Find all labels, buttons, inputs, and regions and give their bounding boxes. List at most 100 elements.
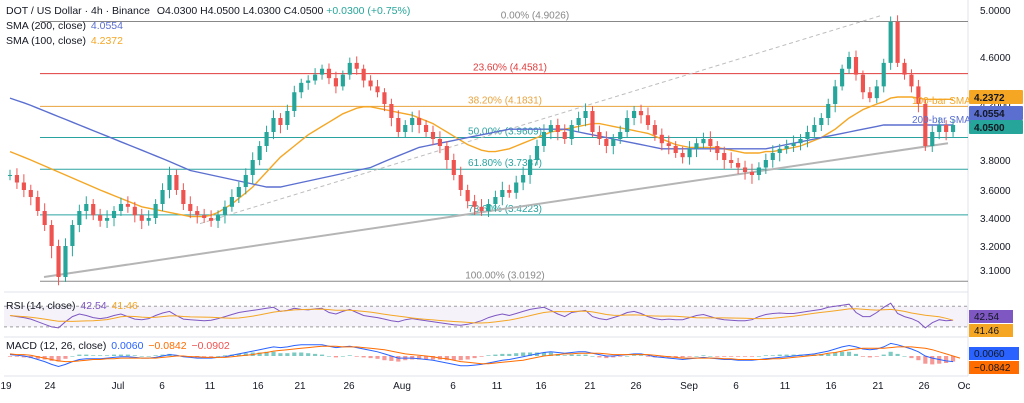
macd-histogram-bar <box>56 356 61 362</box>
macd-histogram-bar <box>521 352 526 356</box>
x-tick-label: 11 <box>492 381 503 392</box>
candle-body <box>937 125 942 132</box>
macd-histogram-bar <box>63 356 68 359</box>
candle-body <box>479 206 484 211</box>
fib-level-label: 100.00% (3.0192) <box>465 270 545 281</box>
candle-body <box>340 74 345 87</box>
candle-body <box>382 92 387 104</box>
macd-histogram-bar <box>895 353 900 356</box>
macd-histogram-bar <box>659 356 664 358</box>
macd-value: 0.0060 <box>111 340 144 352</box>
x-tick-label: 19 <box>0 381 12 392</box>
macd-histogram-bar <box>791 354 796 356</box>
channel-trendline <box>199 15 881 225</box>
macd-histogram-bar <box>722 356 727 357</box>
sma200-legend: SMA (200, close) 4.0554 <box>6 20 123 33</box>
candle-body <box>181 190 186 204</box>
candle-body <box>264 132 269 146</box>
candle-body <box>70 225 75 246</box>
macd-histogram-bar <box>271 351 276 356</box>
candle-body <box>63 246 68 277</box>
macd-histogram-bar <box>673 356 678 358</box>
y-tick-label: 3.8000 <box>980 156 1011 167</box>
candle-body <box>292 92 297 111</box>
fib-level-label: 50.00% (3.9609) <box>468 126 542 137</box>
macd-histogram-bar <box>590 356 595 357</box>
macd-histogram-bar <box>715 356 720 357</box>
candle-body <box>569 125 574 139</box>
y-tick-label: 4.2000 <box>980 100 1011 111</box>
candle-body <box>174 175 179 190</box>
x-tick-label: Sep <box>680 381 698 392</box>
price-tag-label: 4.2372 <box>974 93 1005 104</box>
macd-histogram-bar <box>826 353 831 356</box>
macd-histogram-bar <box>569 354 574 356</box>
macd-histogram-bar <box>583 354 588 356</box>
candle-body <box>125 204 130 207</box>
candle-body <box>736 163 741 168</box>
macd-histogram-bar <box>132 355 137 356</box>
candle-body <box>673 146 678 153</box>
candle-body <box>860 74 865 93</box>
macd-histogram-bar <box>98 355 103 356</box>
candle-body <box>950 125 956 132</box>
macd-histogram-bar <box>902 356 907 357</box>
candle-body <box>347 62 352 75</box>
candle-body <box>923 104 928 146</box>
candle-body <box>791 143 796 146</box>
macd-histogram-bar <box>209 356 214 357</box>
macd-histogram-bar <box>382 356 387 361</box>
macd-histogram-bar <box>111 354 117 356</box>
candle-body <box>493 197 498 204</box>
rsi-line <box>9 302 954 329</box>
candle-body <box>403 125 408 132</box>
fib-level-label: 38.20% (4.1831) <box>468 95 542 106</box>
candle-body <box>35 197 40 211</box>
candle-body <box>930 132 935 146</box>
macd-histogram-bar <box>860 356 865 357</box>
macd-histogram-bar <box>756 356 761 357</box>
ohlc-low: L4.0300 <box>242 5 281 17</box>
macd-histogram-bar <box>423 356 429 360</box>
candle-body <box>805 132 810 139</box>
candle-body <box>167 175 172 190</box>
x-tick-label: 21 <box>872 381 884 392</box>
candle-body <box>105 218 110 221</box>
macd-histogram-bar <box>597 356 602 358</box>
macd-legend: MACD (12, 26, close) 0.0060 −0.0842 −0.0… <box>6 340 230 353</box>
macd-histogram-bar <box>417 356 422 360</box>
macd-histogram-bar <box>742 356 748 357</box>
macd-histogram-bar <box>333 356 338 358</box>
candle-body <box>465 190 470 202</box>
macd-histogram-bar <box>472 356 477 359</box>
candle-body <box>618 132 623 139</box>
macd-histogram-bar <box>645 356 651 357</box>
candle-body <box>118 204 124 211</box>
ohlc-open: O4.0300 <box>156 5 198 17</box>
candle-body <box>652 125 657 135</box>
macd-label: MACD (12, 26, close) <box>6 340 107 352</box>
candle-body <box>742 167 748 172</box>
macd-histogram-bar <box>257 352 262 356</box>
macd-histogram-bar <box>625 356 630 357</box>
macd-histogram-bar <box>458 356 463 361</box>
macd-histogram-bar <box>680 356 685 358</box>
macd-histogram-bar <box>527 352 533 356</box>
symbol-legend: DOT / US Dollar · 4h · Binance O4.0300 H… <box>6 5 410 18</box>
price-tag-label: 4.0554 <box>974 109 1005 120</box>
macd-histogram-bar <box>479 356 484 357</box>
candle-body <box>7 175 13 176</box>
macd-histogram-bar <box>396 356 401 362</box>
macd-histogram-bar <box>749 356 755 357</box>
candle-body <box>209 218 214 221</box>
rsi-tag-label: 42.54 <box>974 312 999 323</box>
candle-body <box>729 160 734 163</box>
candle-body <box>410 118 415 125</box>
candle-body <box>500 190 505 197</box>
macd-histogram-bar <box>604 356 609 359</box>
macd-histogram-bar <box>91 355 96 356</box>
ohlc-close: C4.0500 <box>283 5 324 17</box>
macd-histogram-bar <box>153 355 158 356</box>
macd-histogram-bar <box>451 356 456 361</box>
macd-histogram-bar <box>389 356 394 361</box>
